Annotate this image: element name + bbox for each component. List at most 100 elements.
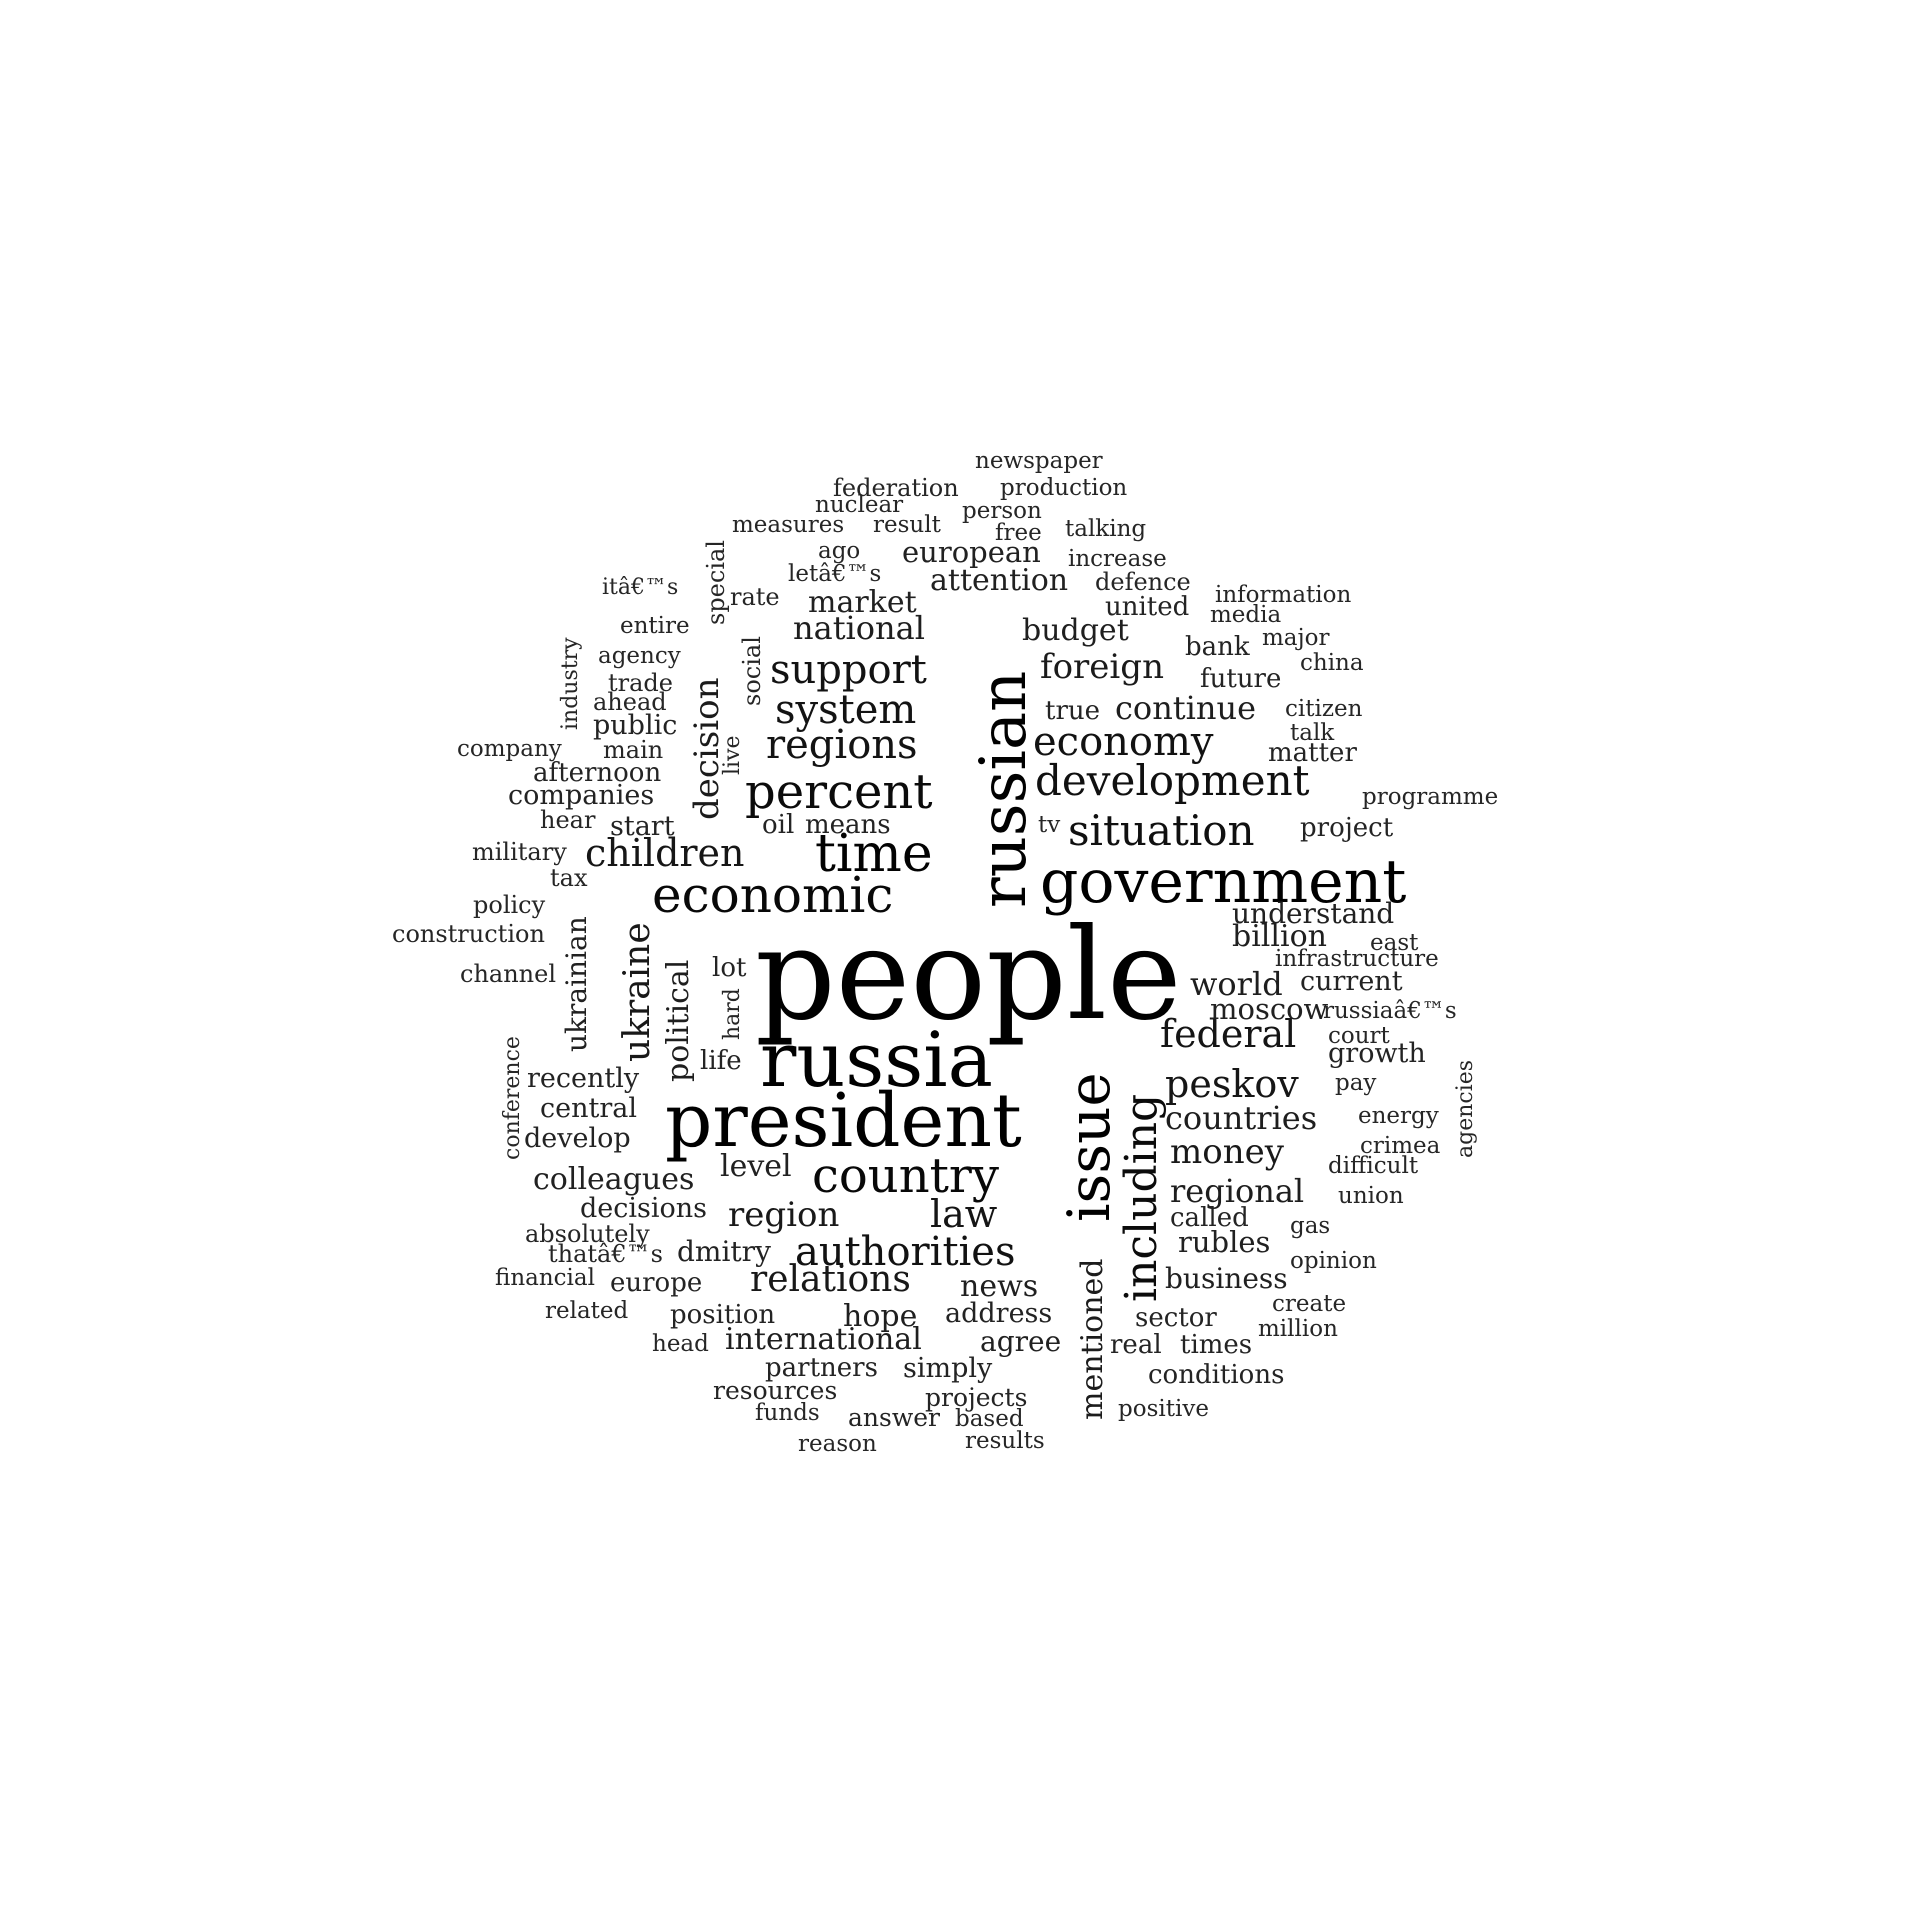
word-agree: agree — [980, 1325, 1062, 1358]
word-hear: hear — [540, 806, 596, 834]
word-east: east — [1370, 930, 1419, 956]
word-children: children — [585, 831, 745, 875]
word-result: result — [873, 512, 941, 538]
word-economy: economy — [1033, 719, 1214, 765]
word-budget: budget — [1022, 613, 1129, 648]
word-sector: sector — [1135, 1303, 1217, 1333]
word-authorities: authorities — [795, 1229, 1016, 1275]
word-billion: billion — [1232, 919, 1327, 954]
word-russia: russia — [760, 1015, 993, 1104]
word-based: based — [955, 1406, 1024, 1432]
word-simply: simply — [903, 1353, 993, 1384]
word-resources: resources — [713, 1376, 838, 1405]
word-understand: understand — [1232, 897, 1395, 930]
word-russias: russiaâ€™s — [1323, 998, 1457, 1024]
word-difficult: difficult — [1328, 1153, 1419, 1179]
word-court: court — [1328, 1023, 1390, 1049]
word-government: government — [1040, 847, 1407, 917]
word-including: including — [1116, 1093, 1167, 1302]
word-ukraine: ukraine — [617, 922, 658, 1062]
word-regional: regional — [1170, 1172, 1305, 1210]
word-live: live — [720, 735, 745, 775]
word-free: free — [995, 520, 1042, 546]
word-project: project — [1300, 813, 1394, 843]
word-gas: gas — [1290, 1213, 1331, 1239]
word-colleagues: colleagues — [533, 1162, 695, 1197]
word-region: region — [728, 1195, 840, 1235]
word-political: political — [661, 959, 696, 1082]
word-entire: entire — [620, 613, 690, 639]
word-dmitry: dmitry — [677, 1235, 771, 1268]
word-partners: partners — [765, 1353, 878, 1383]
word-federation: federation — [833, 474, 959, 502]
word-ahead: ahead — [593, 688, 667, 716]
word-lot: lot — [712, 953, 747, 983]
word-policy: policy — [473, 891, 546, 919]
word-peskov: peskov — [1165, 1062, 1299, 1106]
word-rate: rate — [730, 583, 780, 611]
word-ukrainian: ukrainian — [560, 916, 593, 1052]
word-central: central — [540, 1093, 637, 1124]
word-bank: bank — [1185, 632, 1250, 662]
word-europe: europe — [610, 1268, 703, 1298]
word-mentioned: mentioned — [1075, 1258, 1110, 1420]
word-talk: talk — [1290, 720, 1335, 746]
word-pay: pay — [1335, 1070, 1377, 1096]
word-russian: russian — [967, 670, 1041, 908]
word-oil: oil — [762, 810, 795, 840]
word-tv: tv — [1038, 812, 1061, 838]
word-social: social — [738, 636, 766, 706]
word-relations: relations — [750, 1259, 911, 1300]
word-times: times — [1180, 1330, 1253, 1360]
word-information: information — [1215, 582, 1352, 608]
word-decisions: decisions — [580, 1193, 708, 1224]
word-world: world — [1190, 965, 1283, 1003]
word-channel: channel — [460, 960, 556, 988]
word-defence: defence — [1095, 568, 1191, 596]
word-rubles: rubles — [1178, 1225, 1271, 1259]
word-people: people — [755, 901, 1182, 1048]
word-market: market — [808, 585, 917, 620]
word-reason: reason — [798, 1431, 877, 1457]
word-news: news — [960, 1269, 1039, 1304]
word-european: european — [902, 535, 1041, 569]
word-union: union — [1338, 1183, 1404, 1209]
word-funds: funds — [755, 1400, 820, 1426]
word-means: means — [805, 810, 891, 840]
word-newspaper: newspaper — [975, 448, 1103, 474]
word-projects: projects — [925, 1383, 1028, 1412]
word-special: special — [702, 540, 730, 625]
word-matter: matter — [1268, 738, 1357, 768]
word-companies: companies — [508, 780, 655, 811]
word-system: system — [775, 687, 917, 733]
word-ago: ago — [818, 538, 861, 564]
word-conditions: conditions — [1148, 1360, 1285, 1390]
word-countries: countries — [1165, 1099, 1318, 1137]
word-position: position — [670, 1300, 776, 1330]
word-support: support — [770, 647, 927, 693]
word-address: address — [945, 1298, 1053, 1329]
word-thatas: thatâ€™s — [548, 1240, 663, 1268]
word-talking: talking — [1065, 516, 1147, 542]
word-million: million — [1258, 1316, 1338, 1342]
word-development: development — [1035, 756, 1310, 805]
word-foreign: foreign — [1040, 647, 1164, 687]
word-media: media — [1210, 602, 1282, 628]
word-situation: situation — [1068, 806, 1255, 855]
word-company: company — [457, 736, 562, 762]
word-real: real — [1110, 1330, 1162, 1360]
word-measures: measures — [732, 512, 845, 538]
word-increase: increase — [1068, 546, 1167, 572]
word-tax: tax — [550, 864, 588, 892]
word-letas: letâ€™s — [788, 561, 882, 587]
word-continue: continue — [1115, 689, 1257, 727]
word-life: life — [700, 1046, 742, 1076]
word-united: united — [1105, 592, 1190, 622]
word-recently: recently — [527, 1063, 640, 1094]
word-president: president — [665, 1078, 1022, 1164]
word-agencies: agencies — [1453, 1059, 1478, 1158]
word-money: money — [1170, 1132, 1284, 1172]
word-economic: economic — [652, 866, 894, 924]
word-opinion: opinion — [1290, 1248, 1377, 1274]
word-related: related — [545, 1298, 629, 1324]
